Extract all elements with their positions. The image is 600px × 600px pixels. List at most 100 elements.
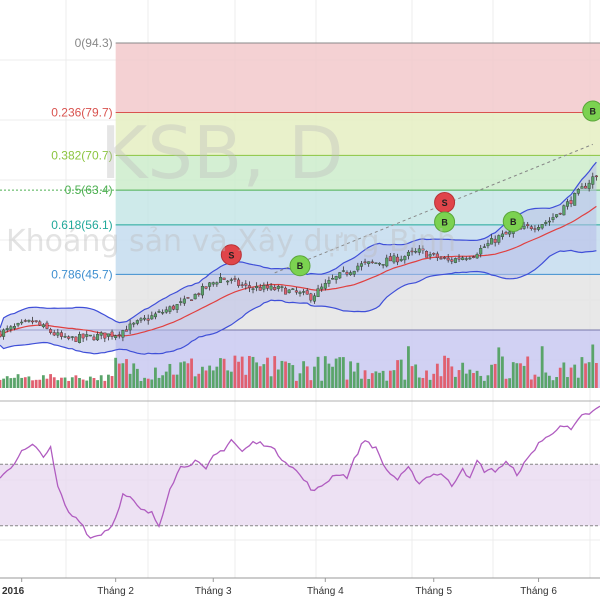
candle-body (312, 295, 316, 302)
volume-bar (16, 374, 20, 388)
candle-body (56, 332, 60, 336)
candle-body (522, 225, 526, 229)
fib-zone (115, 155, 600, 191)
volume-bar (74, 375, 78, 388)
fib-level-label: 0.618(56.1) (51, 218, 112, 232)
candle-body (0, 331, 2, 337)
volume-bar (508, 378, 512, 388)
candle-body (284, 287, 288, 295)
candle-body (320, 286, 324, 290)
signal-label: B (590, 107, 597, 117)
volume-bar (5, 376, 9, 388)
candle-body (247, 285, 251, 289)
candle-body (5, 328, 9, 330)
volume-bar (515, 363, 519, 388)
volume-bar (385, 380, 389, 388)
volume-bar (132, 363, 136, 388)
candle-body (591, 176, 595, 185)
volume-bar (114, 357, 118, 388)
candle-body (23, 320, 27, 322)
candle-body (92, 336, 96, 341)
candle-body (204, 286, 208, 289)
volume-bar (107, 374, 110, 388)
volume-bar (172, 374, 175, 388)
candle-body (106, 333, 110, 337)
candle-body (59, 332, 63, 337)
volume-bar (511, 362, 515, 388)
candle-body (222, 277, 226, 280)
volume-bar (251, 356, 255, 388)
candle-body (428, 254, 432, 257)
volume-bar (204, 370, 208, 388)
candle-body (432, 253, 436, 255)
candle-body (99, 332, 103, 336)
volume-bar (490, 364, 493, 388)
volume-bar (331, 366, 334, 388)
candle-body (150, 315, 154, 320)
candle-body (464, 258, 468, 260)
x-tick-label: Tháng 3 (195, 586, 232, 597)
volume-bar (161, 375, 165, 388)
volume-bar (414, 364, 418, 388)
candle-body (117, 334, 121, 336)
candle-body (500, 233, 504, 237)
candle-body (161, 312, 165, 314)
candlestick-series (0, 172, 598, 344)
candle-body (240, 284, 244, 286)
candle-body (294, 290, 298, 293)
candle-body (215, 282, 219, 285)
volume-bar (78, 378, 81, 388)
candle-body (193, 293, 197, 300)
candle-body (555, 214, 559, 218)
fib-level-label: 0.786(45.7) (51, 267, 112, 281)
candle-body (211, 282, 215, 285)
candle-body (584, 185, 588, 189)
volume-panel (0, 329, 600, 388)
candle-body (20, 321, 24, 324)
candle-body (251, 288, 255, 290)
volume-bar (201, 366, 204, 388)
volume-bar (501, 356, 504, 388)
candle-body (403, 256, 407, 261)
candle-body (31, 320, 35, 323)
candle-body (103, 332, 107, 339)
candle-body (406, 251, 410, 256)
volume-bar (179, 362, 183, 388)
volume-bar (294, 380, 298, 388)
candle-body (74, 336, 78, 342)
candle-body (439, 257, 443, 260)
candle-body (255, 286, 259, 289)
x-tick-label: Tháng 4 (307, 586, 344, 597)
volume-bar (417, 377, 421, 388)
candle-body (341, 270, 345, 272)
volume-bar (302, 361, 306, 388)
candle-body (493, 238, 497, 243)
candle-body (128, 323, 132, 331)
volume-bar (576, 377, 580, 388)
volume-bar (38, 379, 42, 388)
candle-body (67, 336, 71, 339)
candle-body (576, 189, 580, 194)
volume-bar (566, 377, 569, 388)
watermark-subtitle: Khoáng sản và Xây dựng Bình (6, 224, 456, 259)
bollinger-lower (0, 249, 597, 355)
volume-bar (338, 357, 342, 388)
volume-bar (584, 363, 587, 388)
signal-label: B (441, 217, 448, 227)
candle-body (352, 270, 356, 275)
volume-bar (341, 357, 345, 388)
volume-bar (164, 371, 168, 388)
volume-bar (378, 372, 381, 388)
volume-bar (135, 368, 139, 388)
candle-body (508, 231, 512, 235)
signal-label: S (442, 198, 448, 208)
candle-body (453, 258, 457, 263)
candle-body (417, 248, 421, 253)
candle-body (461, 257, 465, 260)
volume-bar (370, 373, 374, 388)
volume-bar (367, 378, 371, 388)
candle-body (302, 291, 306, 293)
volume-bar (497, 347, 501, 388)
candle-body (262, 284, 266, 290)
volume-bar (591, 344, 595, 388)
